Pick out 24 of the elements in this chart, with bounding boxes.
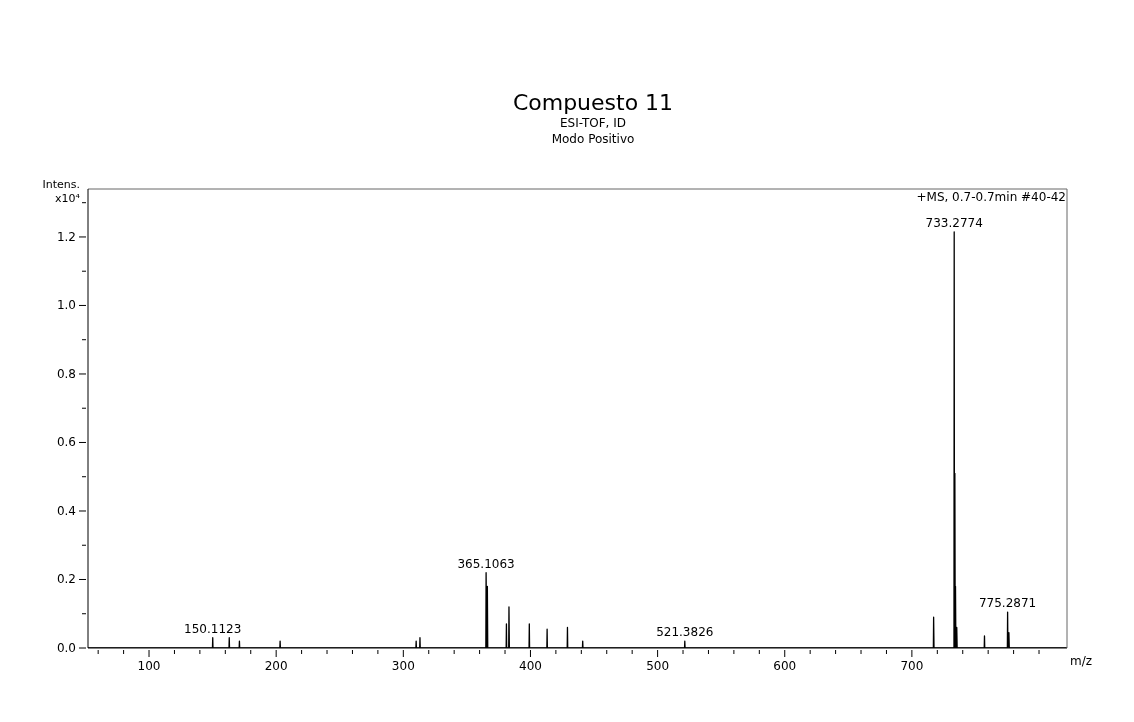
y-tick-label: 1.2 — [56, 229, 76, 244]
y-axis-title: Intens. x10⁴ — [41, 178, 80, 206]
x-tick-label: 300 — [391, 659, 415, 673]
chart-subtitle: ESI-TOF, ID Modo Positivo — [550, 115, 636, 147]
y-tick-label: 0.0 — [56, 641, 76, 655]
y-tick-label: 0.2 — [56, 572, 76, 587]
x-tick-label: 200 — [264, 659, 288, 673]
x-tick-label: 400 — [519, 659, 542, 673]
y-tick-label: 0.6 — [56, 435, 76, 450]
annotation: 150.1123 — [184, 621, 242, 636]
x-tick-label: 500 — [646, 659, 670, 673]
y-tick-label: 0.4 — [56, 503, 76, 518]
y-tick-label: 1.0 — [56, 298, 76, 313]
annotation: 365.1063 — [457, 556, 515, 571]
x-tick-label: 700 — [900, 659, 924, 673]
x-tick-label: 100 — [137, 659, 161, 673]
chart-title: Compuesto 11 — [511, 89, 675, 115]
annotation: 775.2871 — [978, 596, 1037, 611]
annotation: 521.3826 — [656, 625, 714, 640]
annotation: +MS, 0.7-0.7min #40-42 — [916, 190, 1066, 204]
y-tick-label: 0.8 — [56, 366, 76, 381]
x-axis-title: m/z — [1069, 654, 1092, 668]
annotation: 733.2774 — [925, 215, 983, 230]
x-tick-label: 600 — [773, 659, 797, 673]
